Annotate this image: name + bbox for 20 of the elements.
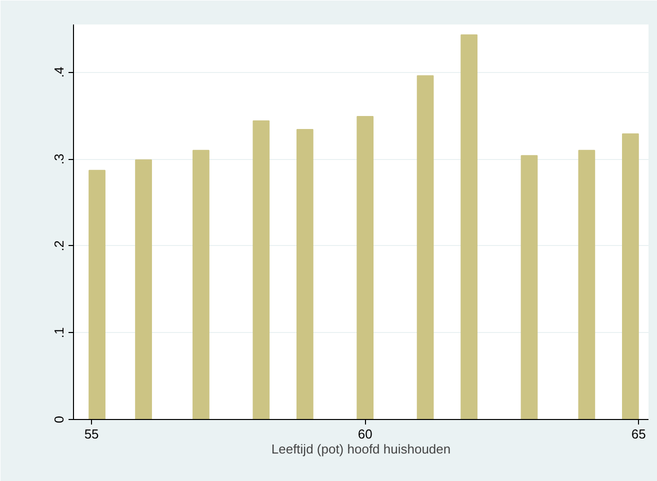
x-tick-label: 60 bbox=[358, 426, 372, 442]
x-tick-label: 65 bbox=[631, 426, 646, 442]
bar bbox=[192, 150, 210, 420]
bar bbox=[88, 170, 106, 420]
bar bbox=[578, 150, 596, 420]
bar bbox=[135, 159, 152, 420]
y-tick-label: .1 bbox=[52, 327, 66, 338]
y-tick-label: .2 bbox=[52, 240, 66, 252]
bar bbox=[460, 34, 478, 420]
x-tick-label: 55 bbox=[84, 426, 99, 442]
bar bbox=[416, 75, 434, 420]
y-tick-label: .4 bbox=[52, 66, 66, 78]
x-axis-title: Leeftijd (pot) hoofd huishouden bbox=[271, 442, 451, 456]
y-tick-label: .3 bbox=[52, 154, 66, 164]
bar bbox=[252, 120, 270, 420]
bar bbox=[296, 129, 314, 420]
bar bbox=[356, 116, 374, 420]
bar bbox=[622, 133, 639, 420]
bar bbox=[520, 155, 538, 420]
y-tick-label: 0 bbox=[52, 416, 66, 424]
